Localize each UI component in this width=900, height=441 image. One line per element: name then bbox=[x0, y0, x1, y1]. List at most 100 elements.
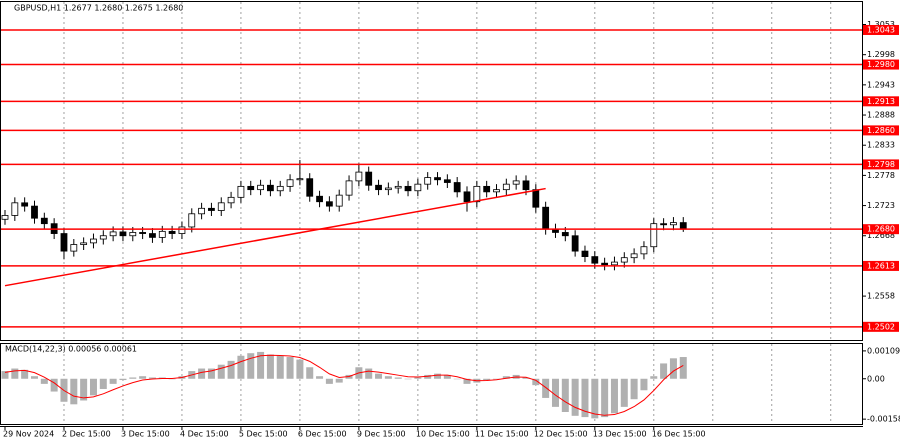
level-label-box bbox=[863, 321, 899, 332]
candle-body bbox=[640, 246, 648, 255]
macd-bar bbox=[660, 363, 668, 379]
candle-body bbox=[90, 238, 97, 244]
level-label-box bbox=[863, 159, 899, 170]
candle-body bbox=[532, 189, 540, 208]
level-label: 1.2680 bbox=[867, 225, 895, 234]
candle-body bbox=[306, 178, 314, 197]
macd-bar bbox=[335, 378, 343, 383]
candle-body bbox=[512, 180, 520, 185]
macd-frame bbox=[0, 343, 863, 425]
candle-body bbox=[463, 191, 471, 203]
macd-bar bbox=[50, 378, 58, 392]
candle-body bbox=[40, 217, 48, 225]
y-tick-label: 1.2888 bbox=[867, 111, 895, 120]
candle-body bbox=[1, 215, 9, 220]
trend-line bbox=[4, 187, 546, 287]
macd-bar bbox=[384, 376, 392, 379]
macd-bar bbox=[620, 378, 628, 407]
macd-bar bbox=[21, 369, 29, 379]
y-tick-label: 0.00 bbox=[867, 374, 885, 383]
candle-body bbox=[70, 244, 78, 252]
level-label-box bbox=[863, 224, 899, 235]
candle-body bbox=[60, 233, 68, 252]
macd-bar bbox=[493, 378, 500, 380]
y-tick-label: 1.2833 bbox=[867, 141, 895, 150]
candle-body bbox=[630, 253, 638, 259]
y-tick-label: 1.3053 bbox=[867, 20, 895, 29]
candle-body bbox=[542, 206, 550, 230]
macd-bar bbox=[247, 353, 255, 379]
candle-body bbox=[384, 187, 392, 191]
macd-bar bbox=[99, 378, 107, 389]
macd-bar bbox=[325, 378, 333, 384]
y-tick-label: -0.00158 bbox=[867, 415, 900, 424]
candle-body bbox=[424, 177, 432, 185]
macd-bar bbox=[404, 378, 412, 380]
candle-body bbox=[611, 261, 618, 266]
candle-body bbox=[188, 213, 196, 228]
x-tick-label: 5 Dec 15:00 bbox=[239, 430, 288, 439]
candle-body bbox=[620, 257, 628, 263]
level-label: 1.2980 bbox=[867, 60, 895, 69]
candle-body bbox=[493, 189, 500, 193]
time-axis bbox=[0, 426, 863, 427]
macd-bar bbox=[296, 359, 304, 379]
macd-bar bbox=[286, 357, 294, 379]
y-tick-label: 1.2943 bbox=[867, 80, 895, 89]
candle-body bbox=[139, 232, 147, 234]
level-label-box bbox=[863, 260, 899, 271]
macd-bar bbox=[591, 378, 599, 419]
x-tick-label: 3 Dec 15:00 bbox=[121, 430, 170, 439]
macd-bar bbox=[109, 378, 117, 384]
macd-bar bbox=[551, 378, 559, 407]
macd-bar bbox=[394, 377, 402, 379]
x-tick-label: 4 Dec 15:00 bbox=[180, 430, 229, 439]
macd-bar bbox=[89, 378, 97, 396]
y-tick-label: 1.2778 bbox=[867, 171, 895, 180]
macd-title: MACD(14,22,3) 0.00056 0.00061 bbox=[5, 345, 137, 354]
y-tick-label: 1.2998 bbox=[867, 50, 895, 59]
candle-body bbox=[660, 223, 668, 226]
macd-bar bbox=[414, 377, 422, 379]
y-tick-label: 1.2558 bbox=[867, 292, 895, 301]
candle-body bbox=[345, 180, 353, 196]
level-label: 1.2798 bbox=[867, 160, 895, 169]
macd-bar bbox=[650, 376, 658, 379]
candle-body bbox=[375, 184, 382, 191]
candle-body bbox=[670, 222, 677, 226]
candle-body bbox=[581, 250, 589, 257]
macd-bar bbox=[139, 376, 147, 379]
macd-bar bbox=[365, 368, 373, 379]
candle-body bbox=[129, 232, 137, 237]
macd-bar bbox=[542, 378, 550, 398]
macd-bar bbox=[237, 355, 245, 379]
candle-body bbox=[414, 183, 422, 192]
macd-bar bbox=[679, 357, 687, 379]
candle-body bbox=[325, 201, 333, 207]
candle-body bbox=[601, 262, 609, 266]
macd-bar bbox=[375, 373, 383, 379]
macd-bar bbox=[453, 378, 461, 380]
level-label: 1.2502 bbox=[867, 322, 895, 331]
candle-body bbox=[502, 183, 510, 191]
macd-bar bbox=[316, 376, 324, 379]
macd-bar bbox=[571, 378, 579, 416]
x-tick-label: 2 Dec 15:00 bbox=[62, 430, 111, 439]
candle-body bbox=[522, 180, 530, 191]
macd-bar bbox=[30, 376, 38, 379]
candle-body bbox=[80, 242, 88, 245]
candle-body bbox=[267, 184, 274, 192]
y-tick-label: 1.2723 bbox=[867, 201, 895, 210]
candle-body bbox=[394, 185, 402, 189]
macd-bar bbox=[640, 378, 648, 391]
candle-body bbox=[11, 202, 19, 216]
x-tick-label: 16 Dec 15:00 bbox=[652, 430, 706, 439]
level-label: 1.2860 bbox=[867, 126, 895, 135]
macd-bar bbox=[669, 358, 677, 379]
candle-body bbox=[178, 226, 186, 234]
macd-bar bbox=[532, 378, 540, 386]
level-label: 1.2913 bbox=[867, 97, 895, 106]
level-label-box bbox=[863, 24, 899, 35]
macd-bar bbox=[601, 378, 609, 418]
